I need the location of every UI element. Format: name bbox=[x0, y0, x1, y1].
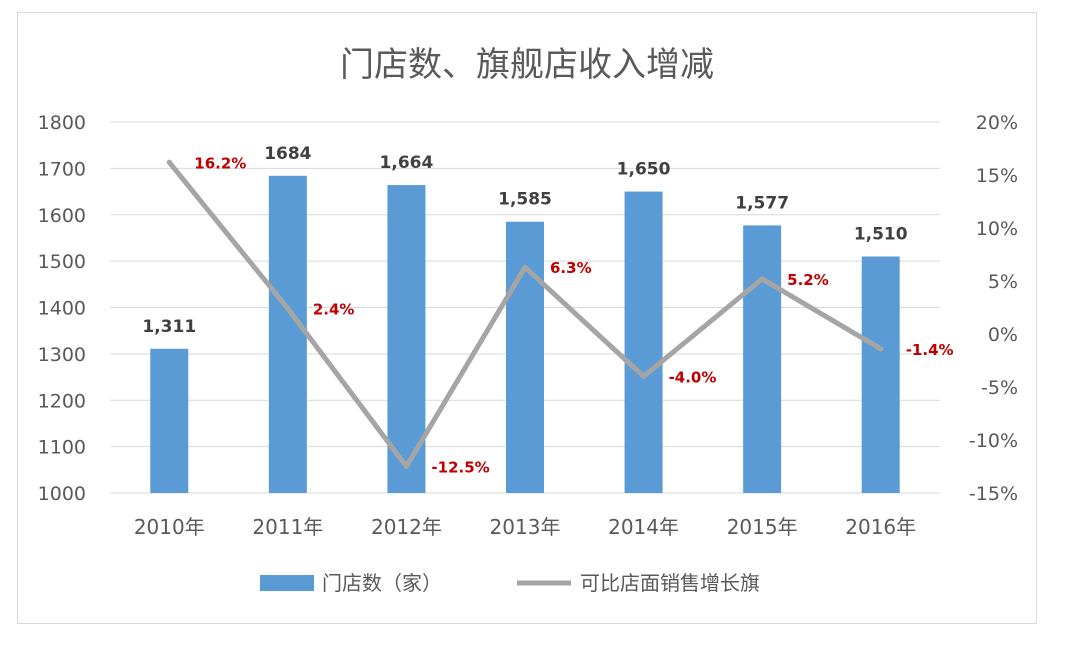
right-tick-label: -5% bbox=[981, 377, 1018, 399]
line-data-labels: 16.2% 2.4% -12.5% 6.3% -4.0% 5.2% -1.4% bbox=[194, 154, 953, 476]
legend-bar-label: 门店数（家） bbox=[322, 571, 442, 595]
line-point bbox=[522, 264, 528, 270]
bar-data-label: 1,664 bbox=[380, 153, 434, 173]
x-tick-label: 2013年 bbox=[490, 515, 561, 539]
bar-data-labels: 1,311 1684 1,664 1,585 1,650 1,577 1,510 bbox=[142, 144, 907, 337]
x-tick-label: 2015年 bbox=[727, 515, 798, 539]
bar-data-label: 1,510 bbox=[854, 224, 908, 244]
line-data-label: -4.0% bbox=[669, 368, 717, 386]
left-tick-label: 1100 bbox=[38, 437, 86, 459]
x-axis-ticks: 2010年 2011年 2012年 2013年 2014年 2015年 2016年 bbox=[134, 515, 916, 539]
bar bbox=[743, 225, 782, 493]
line-point bbox=[166, 159, 172, 165]
left-tick-label: 1400 bbox=[38, 298, 86, 320]
line-data-label: 16.2% bbox=[194, 154, 246, 172]
line-point bbox=[641, 373, 647, 379]
right-tick-label: -10% bbox=[969, 430, 1018, 452]
left-tick-label: 1800 bbox=[38, 112, 86, 134]
bar bbox=[861, 256, 900, 493]
legend-line-label: 可比店面销售增长旗 bbox=[580, 571, 760, 595]
line-data-label: -12.5% bbox=[431, 459, 489, 477]
line-point bbox=[759, 276, 765, 282]
x-tick-label: 2011年 bbox=[252, 515, 323, 539]
bar bbox=[268, 175, 307, 494]
line-series bbox=[166, 159, 884, 469]
line-point bbox=[285, 306, 291, 312]
chart-title: 门店数、旗舰店收入增减 bbox=[340, 45, 714, 85]
bar bbox=[624, 191, 663, 493]
x-tick-label: 2012年 bbox=[371, 515, 442, 539]
line-data-label: -1.4% bbox=[906, 341, 954, 359]
legend-bar-swatch bbox=[260, 575, 314, 591]
bar-data-label: 1,577 bbox=[735, 193, 789, 213]
bar-data-label: 1,311 bbox=[142, 317, 196, 337]
right-axis-ticks: -15% -10% -5% 0% 5% 10% 15% 20% bbox=[969, 112, 1018, 505]
left-axis-ticks: 1000 1100 1200 1300 1400 1500 1600 1700 1800 bbox=[38, 112, 86, 505]
line-point bbox=[403, 464, 409, 469]
left-tick-label: 1300 bbox=[38, 344, 86, 366]
line-data-label: 2.4% bbox=[313, 301, 355, 319]
line-data-label: 5.2% bbox=[787, 271, 829, 289]
bar-data-label: 1684 bbox=[264, 144, 311, 164]
x-tick-label: 2016年 bbox=[845, 515, 916, 539]
bar-data-label: 1,585 bbox=[498, 190, 552, 210]
line-point bbox=[878, 346, 884, 352]
left-tick-label: 1200 bbox=[38, 390, 86, 412]
legend: 门店数（家） 可比店面销售增长旗 bbox=[260, 571, 760, 595]
x-tick-label: 2014年 bbox=[608, 515, 679, 539]
right-tick-label: 10% bbox=[976, 218, 1018, 240]
right-tick-label: -15% bbox=[969, 483, 1018, 505]
left-tick-label: 1500 bbox=[38, 251, 86, 273]
left-tick-label: 1000 bbox=[38, 483, 86, 505]
line-data-label: 6.3% bbox=[550, 259, 592, 277]
left-tick-label: 1700 bbox=[38, 158, 86, 180]
left-tick-label: 1600 bbox=[38, 205, 86, 227]
bar bbox=[150, 348, 189, 493]
x-tick-label: 2010年 bbox=[134, 515, 205, 539]
right-tick-label: 15% bbox=[976, 165, 1018, 187]
bar-data-label: 1,650 bbox=[617, 160, 671, 180]
bar-series bbox=[150, 175, 900, 494]
right-tick-label: 20% bbox=[976, 112, 1018, 134]
right-tick-label: 0% bbox=[988, 324, 1018, 346]
bar bbox=[506, 221, 544, 494]
right-tick-label: 5% bbox=[988, 271, 1018, 293]
